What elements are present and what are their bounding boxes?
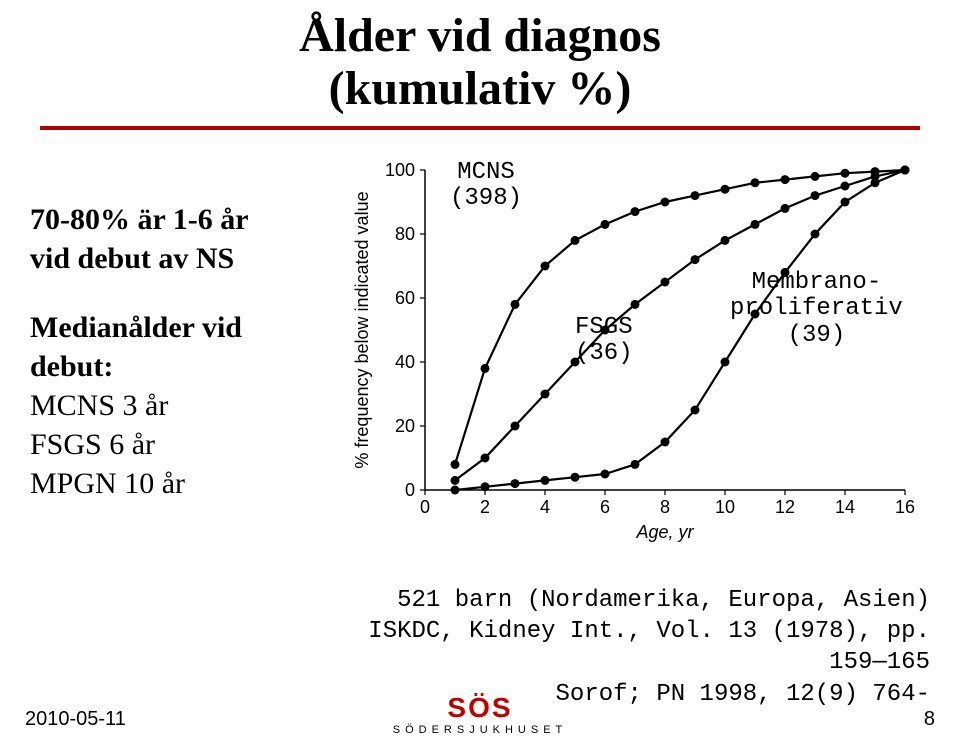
citation-line1: 521 barn (Nordamerika, Europa, Asien) xyxy=(350,585,930,616)
svg-text:0: 0 xyxy=(420,497,430,517)
footer-date: 2010-05-11 xyxy=(25,708,126,731)
median-age-label-l1: Medianålder vid xyxy=(30,308,340,347)
chart-svg: 0 20 40 60 80 100 0 2 4 6 8 10 12 14 16 Age, yr % freque… xyxy=(350,160,930,560)
median-age-fsgs: FSGS 6 år xyxy=(30,425,340,464)
logo-subtext: SÖDERSJUKHUSET xyxy=(393,724,568,736)
svg-text:100: 100 xyxy=(385,160,415,180)
svg-text:% frequency below indicated va: % frequency below indicated value xyxy=(352,191,372,468)
left-text-block: 70-80% är 1-6 år vid debut av NS Medianå… xyxy=(30,200,340,503)
svg-text:60: 60 xyxy=(395,288,415,308)
logo-text: SÖS xyxy=(393,692,568,724)
title-line2: (kumulativ %) xyxy=(0,63,960,116)
series-label-fsgs: FSGS (36) xyxy=(575,315,633,368)
series-label-mpgn-l1: Membrano- xyxy=(730,270,903,296)
svg-text:12: 12 xyxy=(775,497,795,517)
footer-logo: SÖS SÖDERSJUKHUSET xyxy=(393,692,568,736)
slide-title: Ålder vid diagnos (kumulativ %) xyxy=(0,0,960,116)
median-age-mpgn: MPGN 10 år xyxy=(30,464,340,503)
svg-text:20: 20 xyxy=(395,416,415,436)
series-label-mcns-n: (398) xyxy=(450,186,522,212)
series-label-mpgn: Membrano- proliferativ (39) xyxy=(730,270,903,349)
series-label-fsgs-n: (36) xyxy=(575,341,633,367)
svg-text:4: 4 xyxy=(540,497,550,517)
cumulative-age-chart: 0 20 40 60 80 100 0 2 4 6 8 10 12 14 16 Age, yr % freque… xyxy=(350,160,930,560)
svg-text:80: 80 xyxy=(395,224,415,244)
svg-text:10: 10 xyxy=(715,497,735,517)
svg-text:Age, yr: Age, yr xyxy=(635,522,694,542)
citation-line2: ISKDC, Kidney Int., Vol. 13 (1978), pp. … xyxy=(350,616,930,678)
prevalence-line2: vid debut av NS xyxy=(30,239,340,278)
series-label-fsgs-name: FSGS xyxy=(575,315,633,341)
prevalence-text: 70-80% är 1-6 år vid debut av NS xyxy=(30,200,340,278)
series-label-mpgn-l2: proliferativ xyxy=(730,296,903,322)
median-age-block: Medianålder vid debut: MCNS 3 år FSGS 6 … xyxy=(30,308,340,503)
title-underline xyxy=(40,126,920,130)
title-line1: Ålder vid diagnos xyxy=(0,10,960,63)
svg-text:2: 2 xyxy=(480,497,490,517)
svg-text:0: 0 xyxy=(405,480,415,500)
prevalence-line1: 70-80% är 1-6 år xyxy=(30,200,340,239)
series-label-mcns-name: MCNS xyxy=(450,160,522,186)
svg-text:6: 6 xyxy=(600,497,610,517)
svg-text:14: 14 xyxy=(835,497,855,517)
svg-text:40: 40 xyxy=(395,352,415,372)
median-age-label-l2: debut: xyxy=(30,347,340,386)
series-label-mpgn-l3: (39) xyxy=(730,323,903,349)
svg-text:16: 16 xyxy=(895,497,915,517)
footer-page-number: 8 xyxy=(924,708,935,731)
median-age-mcns: MCNS 3 år xyxy=(30,386,340,425)
svg-text:8: 8 xyxy=(660,497,670,517)
series-label-mcns: MCNS (398) xyxy=(450,160,522,213)
